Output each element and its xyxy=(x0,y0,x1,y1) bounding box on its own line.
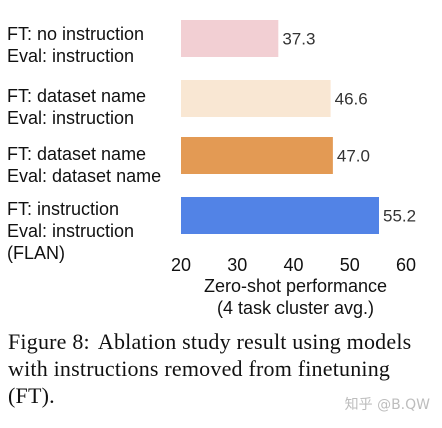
bars-layer xyxy=(181,20,379,234)
bar xyxy=(181,137,333,174)
category-label-line: FT: dataset name xyxy=(7,86,146,106)
x-axis-title-line: Zero-shot performance xyxy=(204,276,387,296)
category-label-line: Eval: instruction xyxy=(7,221,134,241)
x-axis-ticks: 20 30 40 50 60 xyxy=(171,255,416,275)
category-label: FT: no instruction Eval: instruction xyxy=(7,24,144,66)
category-label-line: Eval: instruction xyxy=(7,108,134,128)
x-tick-label: 40 xyxy=(283,255,303,275)
figure-caption: Figure 8: Ablation study result using mod… xyxy=(8,328,434,409)
caption-text: Ablation study result using models with … xyxy=(8,329,412,408)
watermark: 知乎 @B.QW xyxy=(344,397,430,413)
x-tick-label: 60 xyxy=(396,255,416,275)
x-tick-label: 50 xyxy=(340,255,360,275)
bar xyxy=(181,20,279,57)
category-label: FT: dataset name Eval: instruction xyxy=(7,86,146,128)
value-labels: 37.3 46.6 47.0 55.2 xyxy=(282,30,416,226)
category-label-line: FT: no instruction xyxy=(7,24,144,44)
x-axis-title-line: (4 task cluster avg.) xyxy=(217,298,374,318)
category-label: FT: dataset name Eval: dataset name xyxy=(7,144,161,186)
category-label-line: Eval: instruction xyxy=(7,46,134,66)
x-tick-label: 20 xyxy=(171,255,191,275)
category-label-line: FT: instruction xyxy=(7,199,119,219)
x-axis-title: Zero-shot performance(4 task cluster avg… xyxy=(204,276,387,318)
bar xyxy=(181,80,331,117)
bar-value-label: 55.2 xyxy=(383,207,416,226)
category-label: FT: instruction Eval: instruction (FLAN) xyxy=(7,199,134,263)
bar-value-label: 47.0 xyxy=(337,147,370,166)
x-tick-label: 30 xyxy=(227,255,247,275)
bar xyxy=(181,197,379,234)
bar-value-label: 37.3 xyxy=(282,30,315,49)
figure-number: Figure 8: xyxy=(8,329,90,354)
category-label-line: Eval: dataset name xyxy=(7,166,161,186)
bar-value-label: 46.6 xyxy=(335,90,368,109)
category-label-line: (FLAN) xyxy=(7,243,65,263)
category-label-line: FT: dataset name xyxy=(7,144,146,164)
